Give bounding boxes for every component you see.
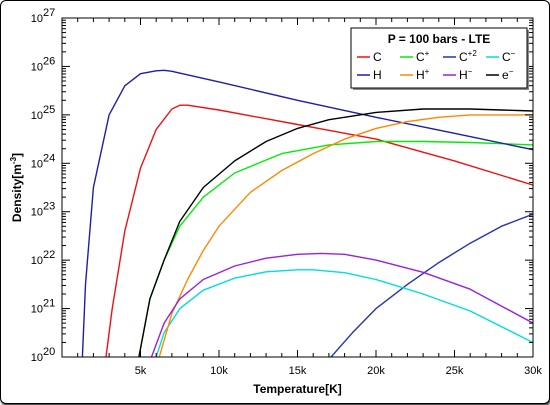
legend-label: H+ [416, 67, 430, 82]
y-tick-label: 10 [31, 61, 43, 73]
y-tick-label: 10 [31, 158, 43, 170]
y-tick-exponent: 26 [43, 55, 55, 67]
x-tick-label: 5k [135, 365, 147, 377]
legend-label-name: H [373, 68, 382, 82]
y-tick-label: 10 [31, 255, 43, 267]
y-axis-title-exponent: -3 [9, 156, 18, 164]
legend-label-sup: + [425, 67, 430, 76]
legend-label-name: H [416, 68, 425, 82]
y-tick-label: 10 [31, 13, 43, 25]
y-tick-label: 10 [31, 110, 43, 122]
legend-label-name: C [373, 50, 382, 64]
x-tick-label: 25k [446, 365, 464, 377]
legend-title: P = 100 bars - LTE [388, 32, 491, 46]
x-tick-label: 20k [367, 365, 385, 377]
y-tick-exponent: 20 [43, 346, 55, 358]
legend-label: H [373, 68, 382, 82]
legend-label: C+ [416, 49, 430, 64]
y-axis-title-main: Density[m [10, 164, 24, 222]
series-line-h-6 [150, 252, 533, 357]
legend-label-name: C [416, 50, 425, 64]
y-tick-exponent: 24 [43, 152, 55, 164]
y-tick-label: 10 [31, 352, 43, 364]
x-tick-label: 30k [524, 365, 542, 377]
legend-label: C− [502, 49, 516, 64]
y-tick-exponent: 22 [43, 249, 55, 261]
series-line-e-7 [138, 108, 533, 357]
legend-label-name: H [459, 68, 468, 82]
legend-label-sup: − [468, 67, 473, 76]
legend-label-sup: + [425, 49, 430, 58]
legend-label: C+2 [459, 49, 477, 64]
series-line-h-5 [158, 114, 533, 357]
legend-label-sup: − [511, 49, 516, 58]
legend-label-name: C [502, 50, 511, 64]
y-tick-label: 10 [31, 207, 43, 219]
legend-label-name: e [502, 68, 509, 82]
y-tick-label: 10 [31, 304, 43, 316]
legend-label: e− [502, 67, 514, 82]
legend-label-sup: − [509, 67, 514, 76]
x-tick-label: 15k [289, 365, 307, 377]
y-axis-title-close: ] [10, 153, 24, 157]
legend-box [350, 27, 528, 89]
series-line-c [105, 104, 533, 357]
legend-label: H− [459, 67, 473, 82]
series-line-c-2 [330, 213, 533, 357]
y-tick-exponent: 21 [43, 298, 55, 310]
legend-label-sup: +2 [468, 49, 478, 58]
y-axis-title: Density[m-3] [9, 153, 24, 222]
x-axis-title: Temperature[K] [253, 382, 341, 396]
y-tick-exponent: 25 [43, 104, 55, 116]
x-tick-label: 10k [210, 365, 228, 377]
legend-label: C [373, 50, 382, 64]
y-tick-exponent: 27 [43, 7, 55, 19]
series-line-c-3 [155, 269, 533, 357]
legend-label-name: C [459, 50, 468, 64]
y-tick-exponent: 23 [43, 201, 55, 213]
